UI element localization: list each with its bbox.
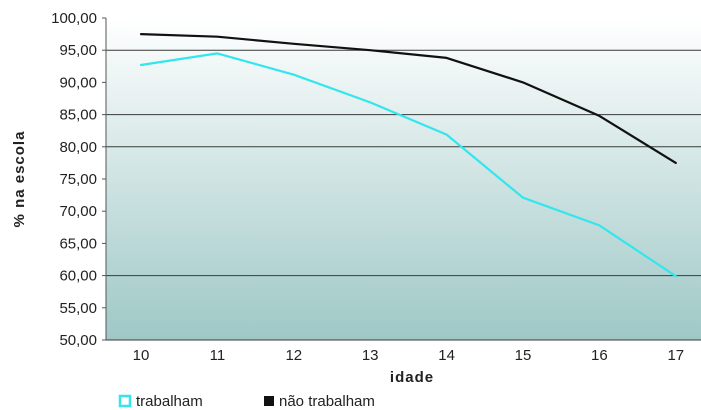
series-line <box>139 32 677 164</box>
x-tick-label: 11 <box>210 347 226 364</box>
y-tick-label: 55,00 <box>59 300 97 317</box>
x-tick-label: 15 <box>515 347 532 364</box>
y-tick-label: 80,00 <box>59 139 97 156</box>
x-tick-label: 12 <box>285 347 302 364</box>
y-tick-label: 95,00 <box>59 42 97 59</box>
y-tick-label: 100,00 <box>51 10 97 27</box>
y-tick-label: 85,00 <box>59 107 97 124</box>
y-tick-label: 50,00 <box>59 332 97 349</box>
plot-area <box>106 18 701 340</box>
legend-item-trabalham: trabalham <box>118 393 203 410</box>
y-axis-title: % na escola <box>11 131 28 228</box>
legend-label-trabalham: trabalham <box>136 393 203 410</box>
y-tick-label: 60,00 <box>59 268 97 285</box>
x-axis-title: idade <box>390 369 434 386</box>
y-tick-label: 70,00 <box>59 203 97 220</box>
x-tick-label: 14 <box>438 347 455 364</box>
x-tick-labels: 10 11 12 13 14 15 16 17 <box>133 347 684 364</box>
x-tick-label: 17 <box>667 347 684 364</box>
x-tick-label: 16 <box>591 347 608 364</box>
y-tick-label: 65,00 <box>59 235 97 252</box>
x-tick-label: 13 <box>362 347 379 364</box>
x-tick-label: 10 <box>133 347 150 364</box>
y-tick-label: 75,00 <box>59 171 97 188</box>
gridlines <box>106 49 701 341</box>
series-lines <box>139 32 677 278</box>
series-line <box>139 52 677 278</box>
legend-swatch-trabalham <box>118 394 132 408</box>
y-tick-labels: 100,00 95,00 90,00 85,00 80,00 75,00 70,00 65,0… <box>51 10 106 349</box>
y-tick-label: 90,00 <box>59 74 97 91</box>
legend-swatch-nao-trabalham <box>264 396 274 406</box>
legend: trabalham não trabalham <box>118 393 375 410</box>
legend-label-nao-trabalham: não trabalham <box>279 393 375 410</box>
legend-item-nao-trabalham: não trabalham <box>264 393 375 410</box>
